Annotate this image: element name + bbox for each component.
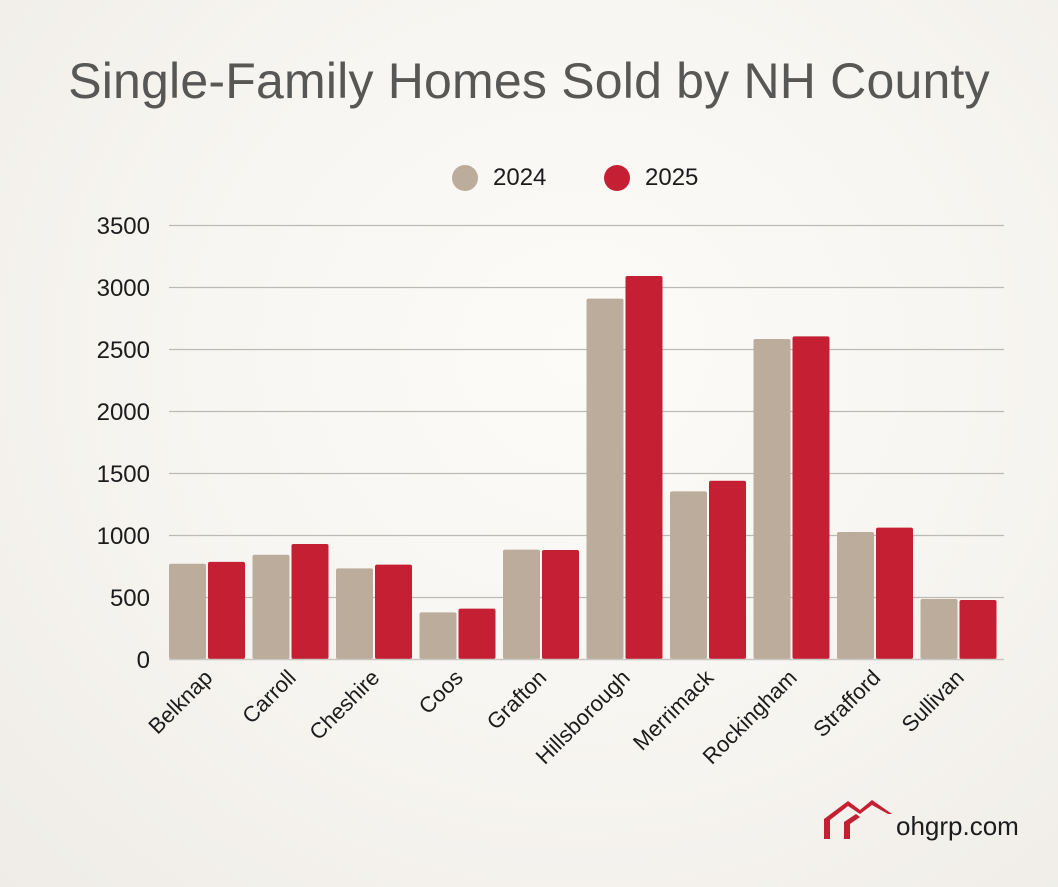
x-axis-labels: Belknap Carroll Cheshire Coos GraftonHillsbo…	[143, 664, 968, 769]
bar-sullivan-2024	[920, 598, 958, 659]
y-tick-label: 3500	[97, 213, 150, 240]
brand-logo: ohgrp.com	[822, 795, 1019, 841]
bar-grafton-2024	[503, 549, 540, 659]
y-tick-label: 1000	[97, 523, 150, 550]
bar-merrimack-2025	[709, 480, 746, 659]
bars	[169, 275, 997, 659]
bar-coos-2025	[458, 608, 496, 659]
bar-rockingham-2024	[753, 338, 791, 659]
legend-swatch-2024	[452, 165, 478, 191]
y-tick-label: 3000	[97, 275, 150, 302]
x-tick-label: Coos	[414, 665, 468, 719]
brand-url: ohgrp.com	[896, 811, 1019, 841]
x-tick-label: Cheshire	[304, 665, 384, 745]
bar-carroll-2024	[252, 554, 290, 659]
y-tick-label: 2500	[97, 337, 150, 364]
legend-item-2025: 2025	[604, 163, 698, 193]
y-tick-label: 0	[137, 647, 150, 674]
x-tick-label: Belknap	[143, 665, 217, 739]
bar-coos-2024	[419, 612, 457, 659]
bar-grafton-2025	[542, 550, 579, 659]
x-tick-label: Grafton	[482, 665, 552, 735]
bar-strafford-2025	[876, 527, 913, 659]
x-tick-label: Strafford	[808, 665, 885, 742]
bar-carroll-2025	[291, 544, 329, 659]
legend-label-2024: 2024	[493, 164, 547, 191]
bar-cheshire-2025	[375, 564, 412, 659]
x-tick-label: Merrimack	[628, 664, 719, 755]
bar-sullivan-2025	[959, 599, 997, 659]
bar-cheshire-2024	[336, 568, 373, 659]
y-tick-label: 1500	[97, 461, 150, 488]
legend-item-2024: 2024	[452, 163, 546, 193]
x-tick-label: Carroll	[237, 665, 300, 728]
y-axis-ticks: 0 500 1000 1500 2000 2500 3000 3500	[97, 213, 150, 674]
x-tick-label: Sullivan	[897, 665, 969, 737]
bar-merrimack-2024	[670, 491, 707, 659]
bar-hillsborough-2025	[625, 275, 663, 659]
house-roof-icon	[824, 800, 892, 839]
legend-swatch-2025	[604, 165, 630, 191]
bar-belknap-2024	[169, 563, 206, 659]
legend-label-2025: 2025	[645, 164, 699, 191]
bar-hillsborough-2024	[586, 298, 624, 659]
y-tick-label: 2000	[97, 399, 150, 426]
chart-title: Single-Family Homes Sold by NH County	[68, 53, 990, 109]
y-tick-label: 500	[110, 585, 150, 612]
bar-strafford-2024	[837, 532, 874, 659]
bar-belknap-2025	[208, 561, 245, 659]
bar-rockingham-2025	[792, 336, 830, 659]
